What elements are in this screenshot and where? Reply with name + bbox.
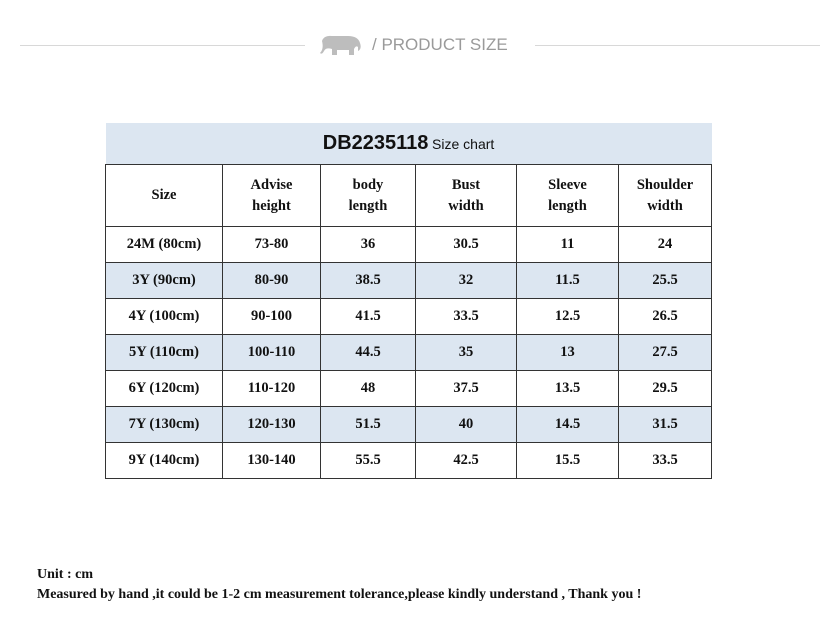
cell: 13.5: [516, 370, 619, 407]
unit-note: Unit : cm: [37, 567, 93, 582]
cell: 26.5: [617, 298, 713, 335]
cell: 41.5: [320, 298, 416, 335]
cell: 3Y (90cm): [105, 262, 223, 299]
data-row: 5Y (110cm) 100-110 44.5 35 13 27.5: [105, 334, 713, 371]
divider: [535, 45, 820, 46]
cell: 37.5: [415, 370, 517, 407]
cell: 14.5: [516, 406, 619, 443]
header-line: body: [352, 176, 384, 193]
cell: 55.5: [320, 442, 416, 479]
cell: 4Y (100cm): [105, 298, 223, 335]
cell: 5Y (110cm): [105, 334, 223, 371]
cell: 31.5: [617, 406, 713, 443]
cell: 11: [516, 226, 619, 263]
header-line: length: [548, 197, 587, 214]
cell: 35: [415, 334, 517, 371]
cell: 11.5: [516, 262, 619, 299]
column-header: Size: [105, 164, 223, 227]
header-line: Size: [151, 187, 177, 203]
column-header: Advise height: [222, 164, 321, 227]
cell: 73-80: [222, 226, 321, 263]
cell: 130-140: [222, 442, 321, 479]
data-row: 7Y (130cm) 120-130 51.5 40 14.5 31.5: [105, 406, 713, 443]
cell: 42.5: [415, 442, 517, 479]
column-header: Sleeve length: [516, 164, 619, 227]
data-row: 3Y (90cm) 80-90 38.5 32 11.5 25.5: [105, 262, 713, 299]
cell: 48: [320, 370, 416, 407]
cell: 12.5: [516, 298, 619, 335]
cell: 110-120: [222, 370, 321, 407]
header-line: Advise: [250, 176, 293, 193]
header-line: width: [448, 197, 484, 214]
header-line: length: [348, 197, 388, 214]
header-line: Shoulder: [636, 176, 694, 193]
cell: 32: [415, 262, 517, 299]
cell: 38.5: [320, 262, 416, 299]
cell: 36: [320, 226, 416, 263]
cell: 80-90: [222, 262, 321, 299]
header-line: Sleeve: [548, 176, 587, 193]
cell: 9Y (140cm): [105, 442, 223, 479]
section-title: / PRODUCT SIZE: [372, 35, 508, 54]
header-line: width: [647, 197, 683, 214]
cell: 25.5: [617, 262, 713, 299]
elephant-icon: [320, 35, 361, 55]
cell: 100-110: [222, 334, 321, 371]
cell: 24M (80cm): [105, 226, 223, 263]
data-row: 4Y (100cm) 90-100 41.5 33.5 12.5 26.5: [105, 298, 713, 335]
cell: 13: [516, 334, 619, 371]
cell: 33.5: [617, 442, 713, 479]
column-header: body length: [320, 164, 416, 227]
cell: 7Y (130cm): [105, 406, 223, 443]
column-header: Bust width: [415, 164, 517, 227]
cell: 27.5: [617, 334, 713, 371]
data-row: 9Y (140cm) 130-140 55.5 42.5 15.5 33.5: [105, 442, 713, 479]
tolerance-note: Measured by hand ,it could be 1-2 cm mea…: [37, 587, 642, 602]
cell: 33.5: [415, 298, 517, 335]
cell: 6Y (120cm): [105, 370, 223, 407]
header-line: Bust: [451, 176, 481, 193]
divider: [20, 45, 305, 46]
product-code: DB2235118: [322, 131, 429, 154]
size-table: DB2235118 Size chart Size Advise height bod…: [105, 123, 713, 479]
cell: 15.5: [516, 442, 619, 479]
cell: 30.5: [415, 226, 517, 263]
header-row: Size Advise height body length Bust width Sleev…: [105, 164, 713, 227]
cell: 120-130: [222, 406, 321, 443]
table-caption: DB2235118 Size chart: [105, 123, 712, 165]
cell: 40: [415, 406, 517, 443]
cell: 90-100: [222, 298, 321, 335]
cell: 51.5: [320, 406, 416, 443]
cell: 29.5: [617, 370, 713, 407]
header-line: height: [252, 197, 291, 214]
cell: 24: [617, 226, 713, 263]
data-row: 24M (80cm) 73-80 36 30.5 11 24: [105, 226, 713, 263]
cell: 44.5: [320, 334, 416, 371]
caption-text: Size chart: [432, 135, 495, 152]
column-header: Shoulder width: [617, 164, 713, 227]
data-row: 6Y (120cm) 110-120 48 37.5 13.5 29.5: [105, 370, 713, 407]
